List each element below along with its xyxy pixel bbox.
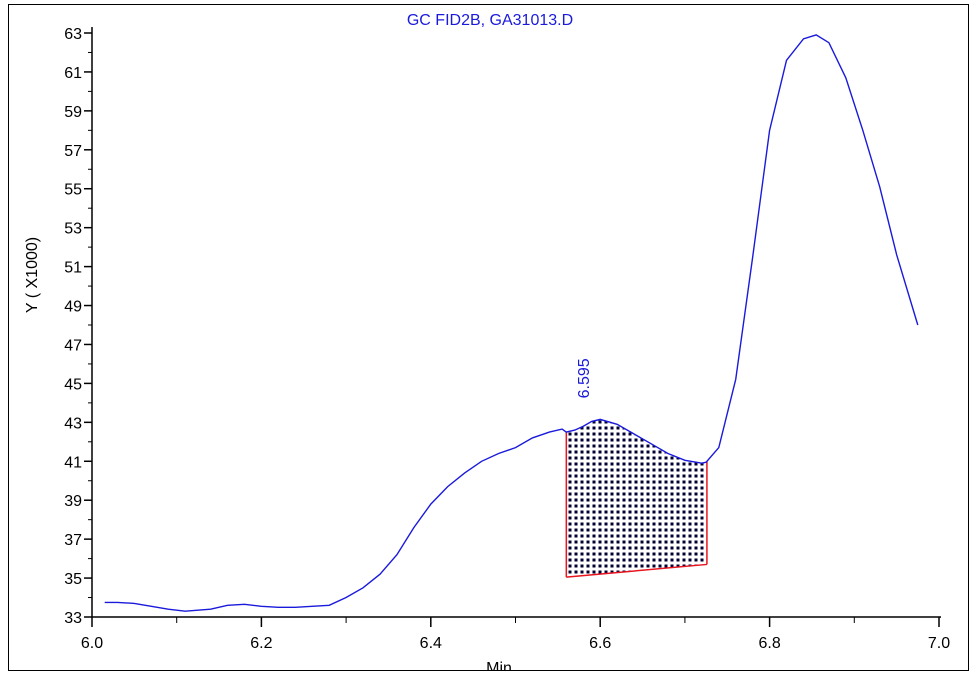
x-tick-label: 7.0 [928,635,950,652]
y-tick-label: 37 [64,532,82,549]
y-tick-label: 51 [64,260,82,277]
y-tick-label: 63 [64,26,82,43]
chart-title: GC FID2B, GA31013.D [407,12,573,29]
peak-retention-time-label: 6.595 [576,358,593,398]
y-tick-label: 47 [64,337,82,354]
y-tick-label: 49 [64,299,82,316]
x-tick-label: 6.4 [420,635,442,652]
x-tick-label: 6.8 [758,635,780,652]
y-tick-label: 43 [64,415,82,432]
chromatogram-trace [104,34,919,612]
y-tick-label: 53 [64,221,82,238]
y-tick-label: 39 [64,493,82,510]
x-axis-label: Min [486,660,512,670]
y-tick-label: 33 [64,610,82,627]
y-tick-label: 45 [64,376,82,393]
y-tick-label: 35 [64,571,82,588]
chart-frame: GC FID2B, GA31013.D Y ( X1000) Min 33 35 3… [8,4,969,671]
chromatogram-chart: GC FID2B, GA31013.D Y ( X1000) Min 33353… [24,12,950,670]
axes: 33 35 37 39 41 43 45 47 49 51 53 55 57 59 61 63 6.0 6.2 6.… [64,26,950,652]
x-tick-label: 6.0 [81,635,103,652]
x-tick-label: 6.2 [250,635,272,652]
y-tick-label: 41 [64,454,82,471]
peak-fill [566,419,707,578]
y-axis-label: Y ( X1000) [24,237,41,313]
y-tick-label: 59 [64,104,82,121]
y-tick-label: 57 [64,143,82,160]
x-tick-label: 6.6 [589,635,611,652]
y-tick-label: 55 [64,182,82,199]
y-tick-label: 61 [64,65,82,82]
peak-baseline [566,563,707,578]
integrated-peak-area [565,419,708,578]
